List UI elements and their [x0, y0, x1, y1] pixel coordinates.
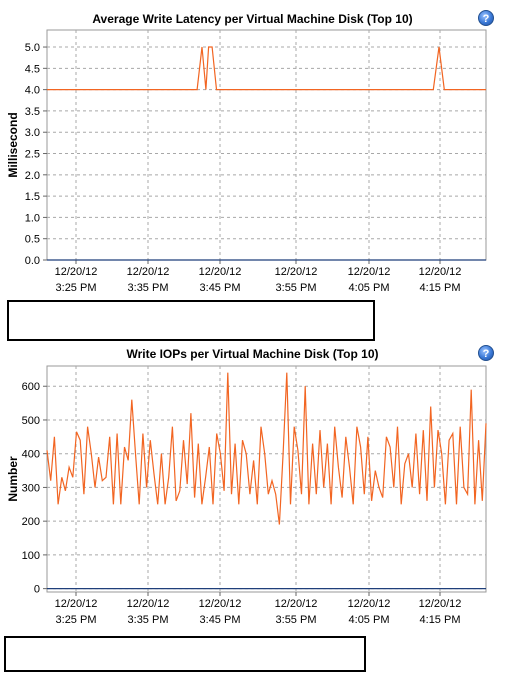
latency-line-chart: 0.0 0.5 1.0 1.5 2.0 2.5 3.0 3.5 4.0 4.5 5.0 12/20/1…	[6, 29, 487, 294]
x-tick-time: 3:25 PM	[56, 614, 97, 626]
y-tick-label: 400	[22, 449, 40, 461]
x-tick-time: 3:35 PM	[128, 282, 169, 294]
plot-area	[46, 29, 487, 261]
y-tick-label: 5.0	[25, 42, 40, 54]
y-tick-label: 500	[22, 415, 40, 427]
y-tick-label: 100	[22, 550, 40, 562]
x-tick-date: 12/20/12	[348, 598, 391, 610]
x-tick-date: 12/20/12	[275, 266, 318, 278]
y-tick-label: 3.5	[25, 106, 40, 118]
x-tick-time: 3:55 PM	[276, 614, 317, 626]
y-axis-label: Number	[6, 456, 20, 502]
x-tick-date: 12/20/12	[348, 266, 391, 278]
legend-box	[4, 636, 366, 672]
x-tick-time: 3:35 PM	[128, 614, 169, 626]
y-tick-label: 600	[22, 381, 40, 393]
x-tick-time: 3:55 PM	[276, 282, 317, 294]
x-tick-date: 12/20/12	[419, 266, 462, 278]
x-tick-time: 4:05 PM	[349, 614, 390, 626]
help-icon[interactable]: ?	[478, 10, 494, 26]
y-tick-label: 4.5	[25, 63, 40, 75]
y-tick-label: 3.0	[25, 127, 40, 139]
x-tick-date: 12/20/12	[275, 598, 318, 610]
x-tick-date: 12/20/12	[127, 266, 170, 278]
y-tick-label: 0	[34, 584, 40, 596]
x-tick-date: 12/20/12	[55, 598, 98, 610]
chart-title: Average Write Latency per Virtual Machin…	[92, 12, 413, 26]
y-tick-label: 1.5	[25, 191, 40, 203]
x-tick-date: 12/20/12	[199, 598, 242, 610]
y-tick-label: 1.0	[25, 212, 40, 224]
x-tick-date: 12/20/12	[199, 266, 242, 278]
y-tick-label: 0.5	[25, 234, 40, 246]
x-tick-date: 12/20/12	[419, 598, 462, 610]
series-line-0	[46, 372, 487, 525]
y-tick-label: 4.0	[25, 85, 40, 97]
y-axis-label: Millisecond	[6, 112, 20, 177]
legend-box	[7, 300, 375, 341]
x-tick-date: 12/20/12	[127, 598, 170, 610]
x-tick-time: 4:15 PM	[420, 614, 461, 626]
iops-chart-panel: Write IOPs per Virtual Machine Disk (Top…	[0, 343, 505, 633]
x-tick-time: 3:45 PM	[200, 614, 241, 626]
help-icon[interactable]: ?	[478, 345, 494, 361]
latency-chart-panel: Average Write Latency per Virtual Machin…	[0, 0, 505, 300]
iops-line-chart: 0 100 200 300 400 500 600 12/20/12 3:25 PM 12/20/…	[6, 365, 487, 626]
x-tick-time: 3:25 PM	[56, 282, 97, 294]
y-tick-label: 0.0	[25, 255, 40, 267]
y-tick-label: 200	[22, 516, 40, 528]
series-line-0	[47, 46, 486, 91]
x-tick-time: 4:05 PM	[349, 282, 390, 294]
x-tick-time: 3:45 PM	[200, 282, 241, 294]
y-tick-label: 300	[22, 482, 40, 494]
chart-title: Write IOPs per Virtual Machine Disk (Top…	[126, 347, 379, 361]
x-tick-date: 12/20/12	[55, 266, 98, 278]
y-tick-label: 2.5	[25, 149, 40, 161]
y-tick-label: 2.0	[25, 170, 40, 182]
x-tick-time: 4:15 PM	[420, 282, 461, 294]
